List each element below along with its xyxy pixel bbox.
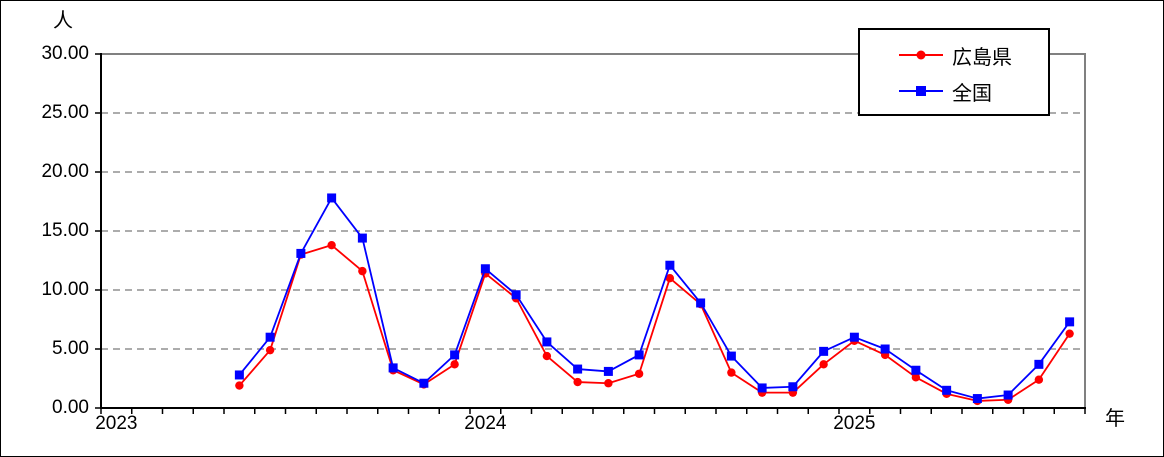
data-point-marker	[265, 332, 275, 342]
series-line-1	[238, 197, 1071, 400]
y-tick-label: 0.00	[52, 397, 89, 418]
data-point-marker	[1065, 329, 1074, 338]
data-point-marker	[1003, 390, 1013, 400]
data-point-marker	[819, 346, 829, 356]
x-axis-unit-label: 年	[1105, 408, 1125, 430]
data-point-marker	[358, 266, 367, 276]
data-point-marker	[357, 233, 367, 243]
data-point-marker	[788, 382, 798, 392]
data-point-marker	[604, 379, 613, 388]
data-point-marker	[665, 274, 675, 283]
data-point-marker	[727, 368, 736, 377]
y-tick-label: 15.00	[41, 220, 89, 241]
data-point-marker	[1034, 375, 1044, 384]
data-point-marker	[726, 351, 736, 361]
data-point-marker	[603, 366, 613, 376]
red-circle-series-icon	[899, 50, 943, 60]
data-point-marker	[942, 385, 952, 395]
data-point-marker	[1034, 359, 1044, 369]
data-point-marker	[480, 264, 490, 274]
y-tick-label: 25.00	[41, 102, 89, 123]
data-point-marker	[265, 345, 275, 355]
data-point-marker	[849, 332, 859, 342]
data-point-marker	[665, 260, 675, 270]
y-tick-label: 5.00	[52, 338, 89, 359]
x-year-label: 2025	[833, 413, 876, 434]
data-point-marker	[235, 381, 244, 390]
x-year-label: 2023	[95, 413, 138, 434]
legend-label-national: 全国	[952, 82, 992, 105]
data-point-marker	[573, 364, 583, 374]
data-point-marker	[450, 350, 460, 360]
data-point-marker	[450, 360, 459, 369]
y-tick-label: 10.00	[41, 279, 89, 300]
legend-label-hiroshima: 広島県	[952, 46, 1012, 69]
y-tick-label: 30.00	[41, 43, 89, 64]
data-point-marker	[511, 290, 521, 300]
data-point-marker	[327, 193, 337, 203]
data-point-marker	[388, 363, 398, 373]
y-axis-unit-label: 人	[53, 10, 73, 32]
data-point-marker	[911, 373, 921, 382]
data-point-marker	[696, 298, 706, 308]
data-point-marker	[634, 350, 644, 360]
data-point-marker	[880, 344, 890, 354]
y-tick-label: 20.00	[41, 161, 89, 182]
legend-item-national: 全国	[860, 73, 1048, 109]
blue-square-series-icon	[899, 86, 943, 96]
series-line-0	[238, 244, 1071, 402]
data-point-marker	[972, 394, 982, 404]
data-point-marker	[234, 370, 244, 380]
data-point-marker	[757, 383, 767, 393]
data-point-marker	[1065, 317, 1075, 327]
data-point-marker	[327, 240, 336, 250]
data-point-marker	[911, 365, 921, 375]
x-year-label: 2024	[464, 413, 507, 434]
data-point-marker	[634, 369, 644, 378]
data-point-marker	[819, 360, 828, 369]
data-point-marker	[542, 337, 552, 347]
legend-item-hiroshima: 広島県	[860, 37, 1048, 73]
data-point-marker	[542, 351, 552, 361]
data-point-marker	[296, 248, 306, 258]
data-point-marker	[419, 378, 429, 388]
legend: 広島県 全国	[858, 28, 1050, 116]
data-point-marker	[573, 377, 582, 387]
